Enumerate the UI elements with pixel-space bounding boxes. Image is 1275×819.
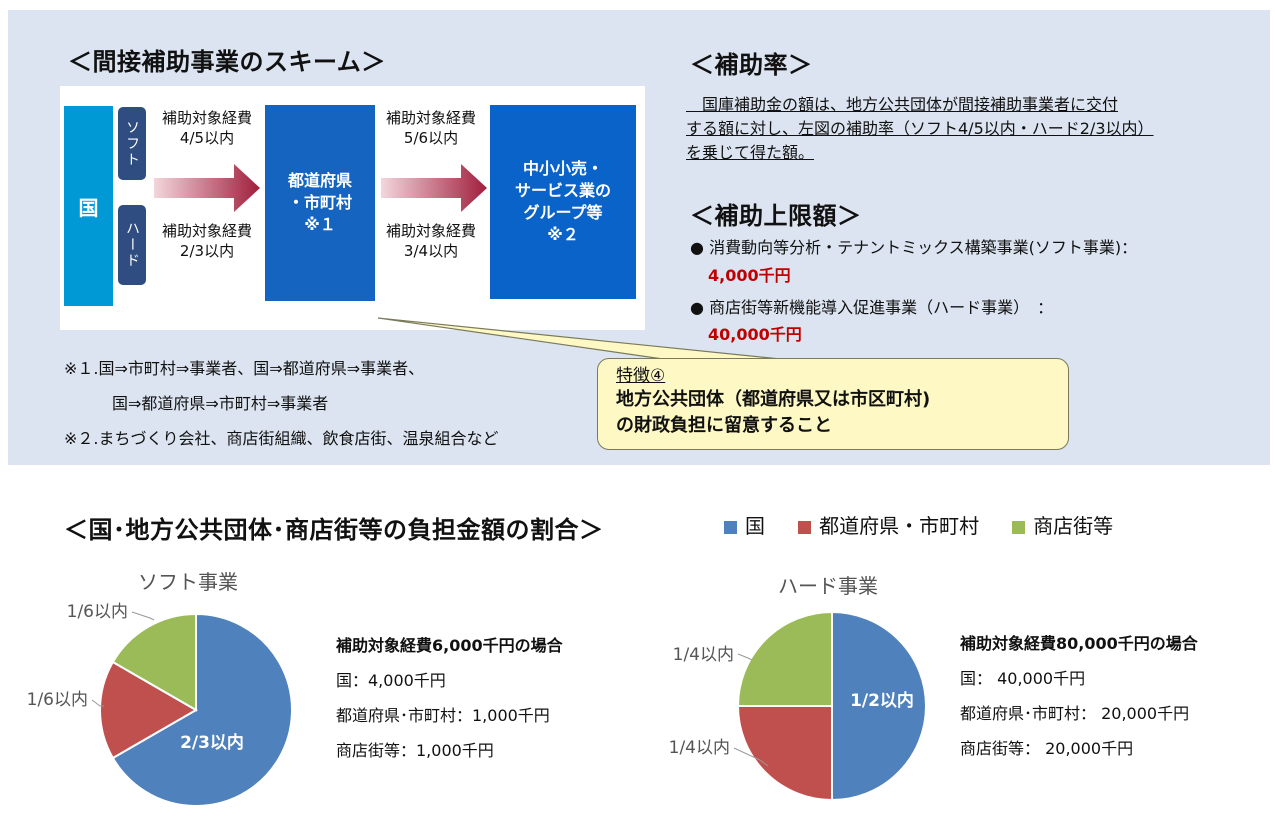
legend-item-prefecture: 都道府県・市町村 <box>798 510 979 539</box>
soft-rate-1: 補助対象経費 4/5以内 <box>152 108 262 148</box>
note-1: ※１.国⇒市町村⇒事業者、国⇒都道府県⇒事業者、 <box>64 359 425 378</box>
kuni-node: 国 <box>64 106 113 306</box>
arrow-2-icon <box>381 164 487 212</box>
soft-pie-chart: 2/3以内 1/6以内 1/6以内 <box>27 602 293 807</box>
legend-item-kuni: 国 <box>724 510 765 539</box>
hard-tag: ハード <box>118 205 146 285</box>
callout-line-1: 地方公共団体（都道府県又は市区町村) <box>616 389 931 410</box>
prefecture-note-mark: ※１ <box>304 215 336 234</box>
pie-leader-line-2 <box>737 653 753 661</box>
upper-limit-item-2-label: 商店街等新機能導入促進事業（ハード事業） ： <box>709 298 1054 317</box>
hard-info-line-3: 商店街等： 20,000千円 <box>960 739 1134 758</box>
hard-info-line-1: 国： 40,000千円 <box>960 669 1086 688</box>
soft-info-line-1: 国：4,000千円 <box>336 671 446 690</box>
kuni-label: 国 <box>78 195 99 220</box>
subsidy-rate-line-3: を乗じて得た額。 <box>686 143 815 162</box>
subsidy-rate-line-1: 国庫補助金の額は、地方公共団体が間接補助事業者に交付 <box>686 95 1119 114</box>
pie-label-0: 2/3以内 <box>180 732 244 753</box>
pie-label-2: 1/4以内 <box>673 645 734 665</box>
pie-slice-1 <box>99 660 198 760</box>
pie-slice-2 <box>111 612 197 712</box>
pie-label-1: 1/6以内 <box>27 690 88 710</box>
note-1-cont: 国⇒都道府県⇒市町村⇒事業者 <box>112 394 329 413</box>
pie-slice-0 <box>111 612 293 807</box>
pie-label-0: 1/2以内 <box>850 690 914 711</box>
soft-info-line-3: 商店街等：1,000千円 <box>336 741 494 760</box>
soft-rate-2-value: 5/6以内 <box>403 129 459 147</box>
pie-leader-line-1 <box>733 747 769 767</box>
subsidy-rate-title: ＜補助率＞ <box>690 51 813 79</box>
retail-group-node: 中小小売・ サービス業の グループ等 ※２ <box>490 105 636 299</box>
pie-leader-line-1 <box>91 699 104 707</box>
hard-tag-label: ハード <box>124 221 140 269</box>
callout-line-2: の財政負担に留意すること <box>616 415 832 436</box>
soft-pie-title: ソフト事業 <box>138 570 238 594</box>
retail-group-note-mark: ※２ <box>547 225 579 244</box>
hard-rate-2-label: 補助対象経費 <box>385 222 476 240</box>
upper-limit-item-2: ● 商店街等新機能導入促進事業（ハード事業） ： <box>690 296 1053 319</box>
soft-info-line-2: 都道府県･市町村：1,000千円 <box>336 706 550 725</box>
upper-limit-title: ＜補助上限額＞ <box>690 202 862 230</box>
arrow-1-icon <box>154 164 260 212</box>
bullet-icon: ● <box>690 238 704 257</box>
soft-tag-label: ソフト <box>124 119 140 168</box>
legend-label: 商店街等 <box>1033 514 1114 538</box>
upper-limit-item-2-amount: 40,000千円 <box>708 325 802 344</box>
callout-box: 特徴④ 地方公共団体（都道府県又は市区町村) の財政負担に留意すること <box>597 358 1069 450</box>
legend-label: 都道府県・市町村 <box>819 514 980 538</box>
upper-limit-item-1-amount: 4,000千円 <box>708 266 791 285</box>
hard-info-head: 補助対象経費80,000千円の場合 <box>960 634 1198 653</box>
legend: 国 都道府県・市町村 商店街等 <box>724 510 1141 539</box>
hard-pie-chart: 1/2以内 1/4以内 1/4以内 <box>669 610 927 802</box>
hard-rate-1-label: 補助対象経費 <box>161 222 252 240</box>
pie-slice-1 <box>736 705 833 802</box>
callout-label: 特徴④ <box>616 366 666 386</box>
pie-leader-line-2 <box>131 611 155 621</box>
retail-group-label-3: グループ等 <box>523 203 603 222</box>
prefecture-label-2: ・市町村 <box>287 193 352 212</box>
pie-slice-0 <box>831 610 927 802</box>
hard-rate-1: 補助対象経費 2/3以内 <box>152 221 262 261</box>
soft-tag: ソフト <box>118 107 146 180</box>
hard-rate-2: 補助対象経費 3/4以内 <box>376 221 486 261</box>
legend-swatch <box>798 521 812 534</box>
soft-rate-1-label: 補助対象経費 <box>161 109 252 127</box>
prefecture-label-1: 都道府県 <box>287 171 352 190</box>
soft-info-head: 補助対象経費6,000千円の場合 <box>336 636 563 655</box>
hard-pie-title: ハード事業 <box>778 574 878 598</box>
pie-label-2: 1/6以内 <box>67 602 128 622</box>
hard-rate-1-value: 2/3以内 <box>179 242 235 260</box>
upper-limit-item-1-label: 消費動向等分析・テナントミックス構築事業(ソフト事業)： <box>709 238 1138 257</box>
pie-slice-2 <box>736 610 833 707</box>
note-2: ※２.まちづくり会社、商店街組織、飲食店街、温泉組合など <box>64 429 499 448</box>
scheme-title: ＜間接補助事業のスキーム＞ <box>68 48 386 76</box>
legend-item-shopping-street: 商店街等 <box>1012 510 1113 539</box>
prefecture-node: 都道府県 ・市町村 ※１ <box>265 105 375 301</box>
soft-rate-1-value: 4/5以内 <box>179 129 235 147</box>
upper-limit-item-1: ● 消費動向等分析・テナントミックス構築事業(ソフト事業)： <box>690 236 1137 259</box>
retail-group-label-1: 中小小売・ <box>522 159 603 178</box>
legend-swatch <box>724 521 737 534</box>
soft-rate-2: 補助対象経費 5/6以内 <box>376 108 486 148</box>
pie-label-1: 1/4以内 <box>669 738 730 758</box>
soft-rate-2-label: 補助対象経費 <box>385 109 476 127</box>
legend-swatch <box>1012 521 1026 534</box>
subsidy-rate-line-2: する額に対し、左図の補助率（ソフト4/5以内・ハード2/3以内） <box>686 119 1154 138</box>
bullet-icon: ● <box>690 298 704 317</box>
legend-label: 国 <box>745 514 765 538</box>
hard-rate-2-value: 3/4以内 <box>403 242 459 260</box>
burden-title: ＜国･地方公共団体･商店街等の負担金額の割合＞ <box>64 516 604 544</box>
retail-group-label-2: サービス業の <box>514 181 611 200</box>
hard-info-line-2: 都道府県･市町村： 20,000千円 <box>960 704 1190 723</box>
